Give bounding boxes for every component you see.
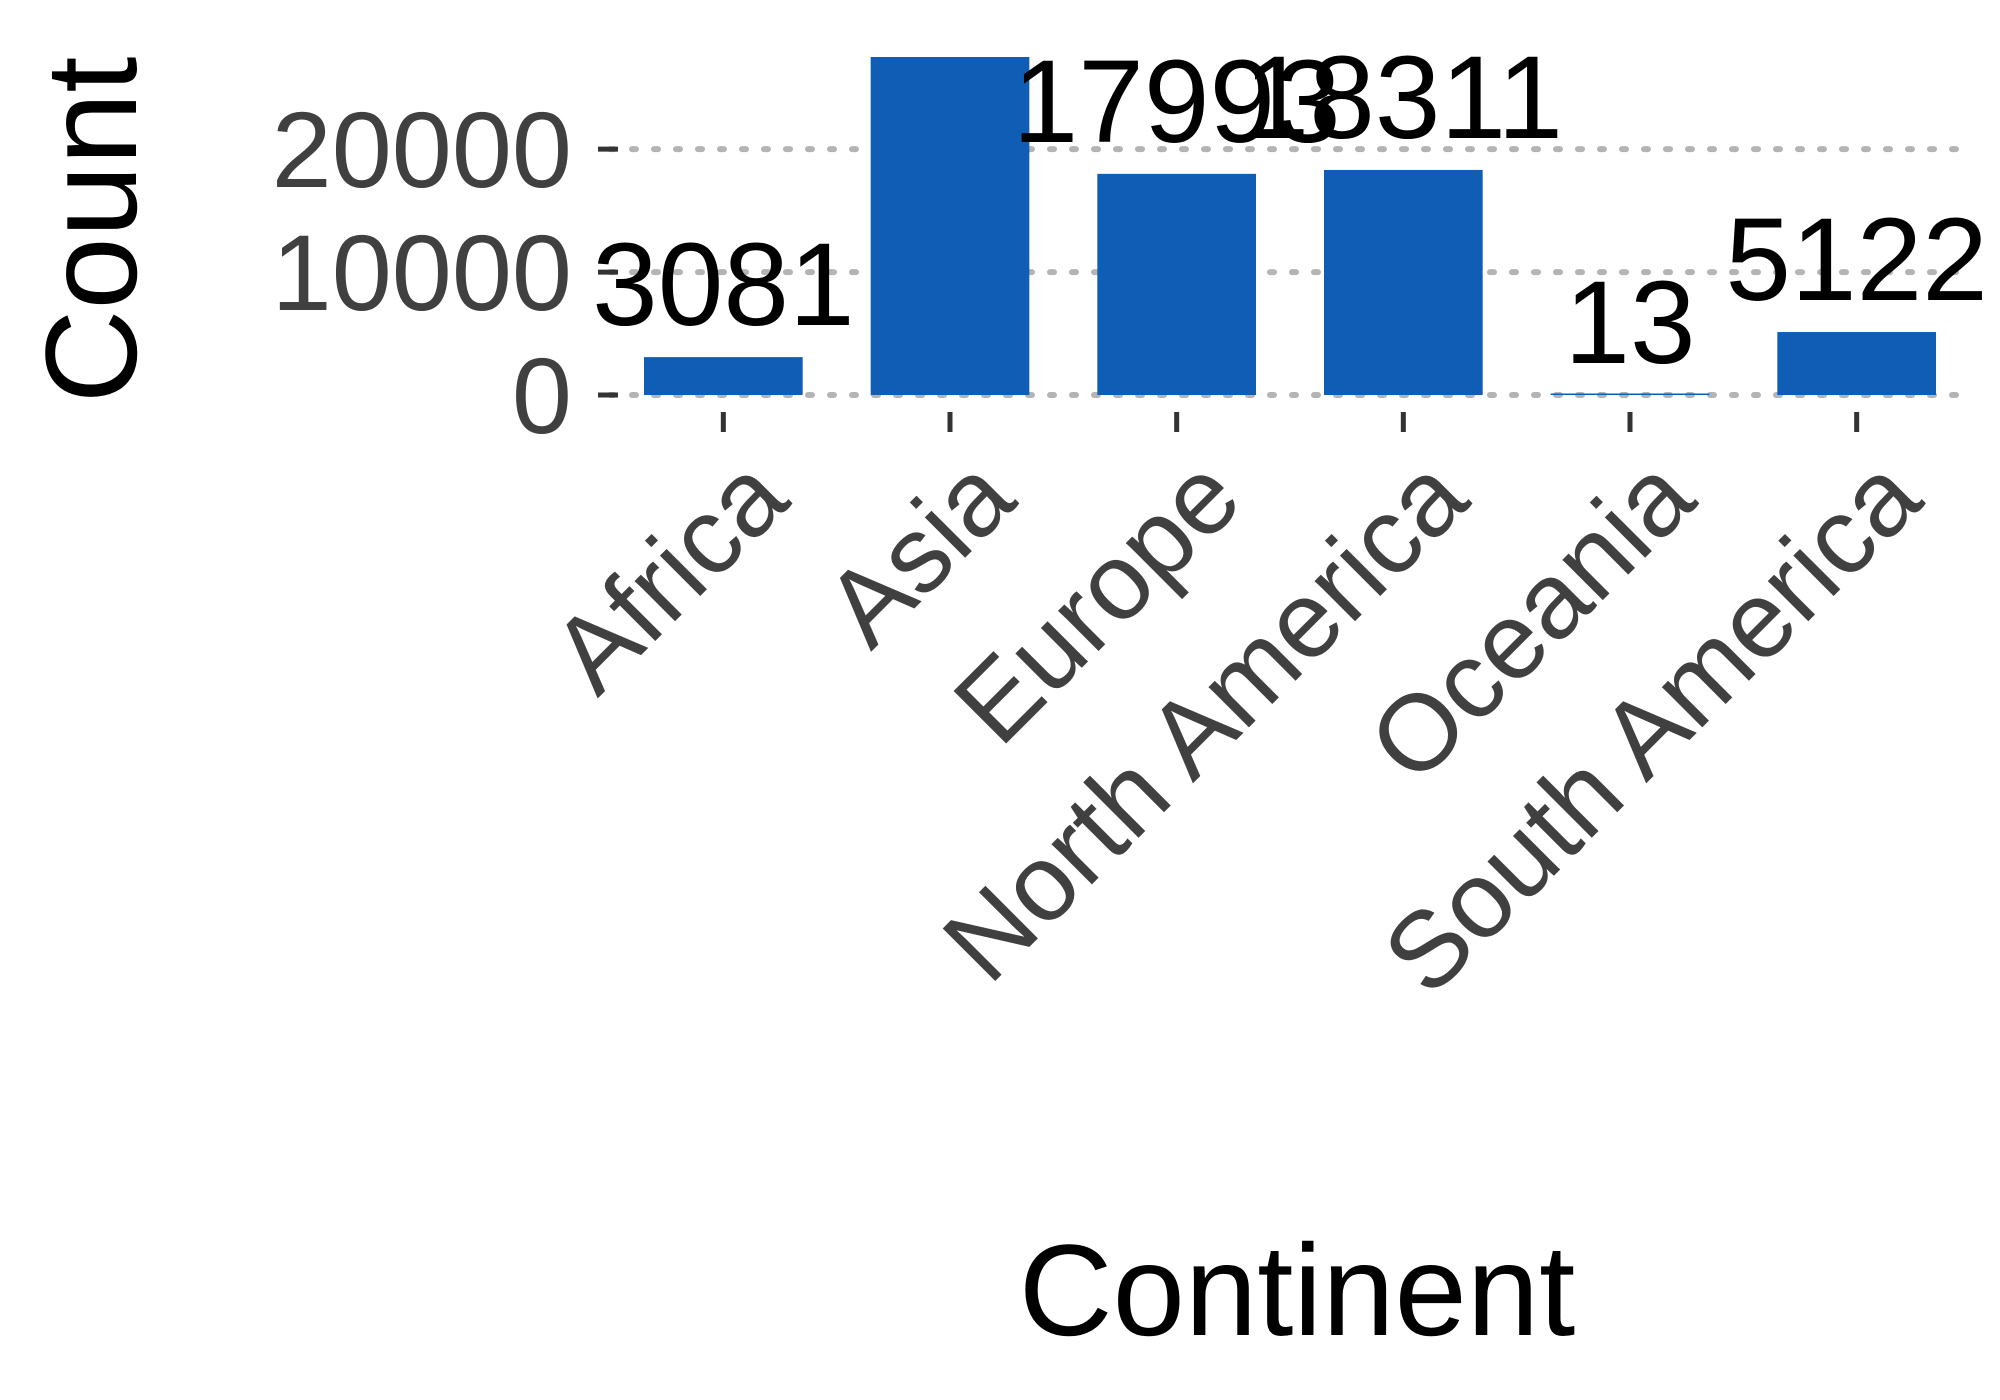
bar-europe bbox=[1097, 173, 1256, 395]
x-axis-title: Continent bbox=[1019, 1217, 1576, 1363]
data-label-oceania: 13 bbox=[1564, 257, 1695, 389]
y-tick-label: 20000 bbox=[272, 89, 572, 210]
bar-asia bbox=[870, 57, 1030, 395]
data-label-north-america: 18311 bbox=[1244, 32, 1563, 164]
bars bbox=[644, 57, 1936, 395]
y-tick-label: 0 bbox=[512, 335, 572, 456]
bar-oceania bbox=[1550, 393, 1710, 395]
bar-south-america bbox=[1777, 332, 1936, 395]
data-label-africa: 3081 bbox=[592, 219, 855, 351]
data-label-south-america: 5122 bbox=[1725, 194, 1988, 326]
gridlines bbox=[607, 146, 1973, 398]
bar-north-america bbox=[1324, 169, 1483, 395]
x-tick-label: Africa bbox=[528, 433, 809, 714]
y-axis-title: Count bbox=[18, 57, 164, 404]
data-label-europe: 17993 bbox=[1013, 36, 1341, 168]
y-tick-label: 10000 bbox=[272, 212, 572, 333]
bar-africa bbox=[644, 357, 803, 395]
